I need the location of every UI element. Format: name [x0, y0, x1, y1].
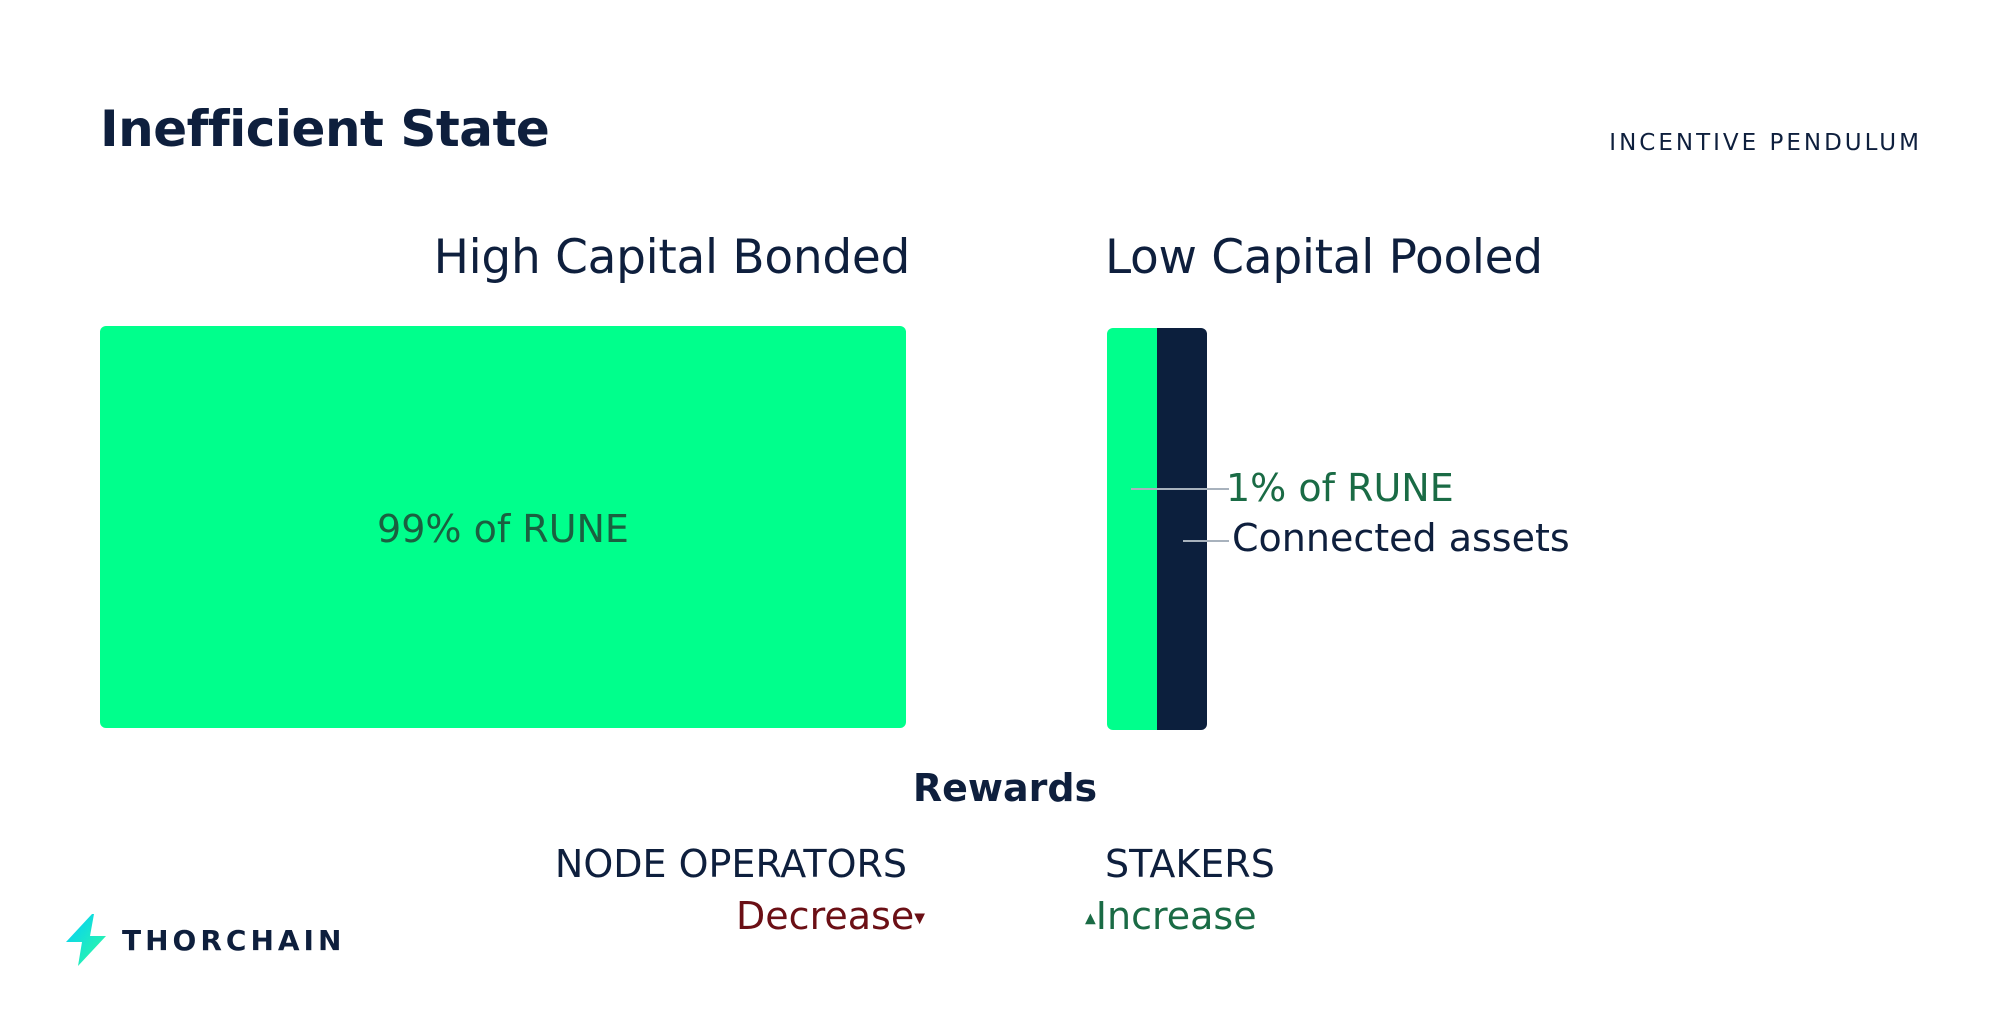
pooled-rune-segment [1107, 328, 1157, 730]
assets-leader-line [1183, 540, 1229, 542]
pooled-heading: Low Capital Pooled [1105, 230, 1543, 285]
section-kicker: INCENTIVE PENDULUM [1609, 130, 1922, 156]
stakers-trend-text: Increase [1095, 894, 1257, 938]
page-title: Inefficient State [100, 100, 550, 158]
pooled-capital-bar [1107, 328, 1207, 730]
bonded-capital-block: 99% of RUNE [100, 326, 906, 728]
pooled-rune-label: 1% of RUNE [1226, 466, 1454, 510]
thorchain-wordmark: THORCHAIN [122, 924, 346, 957]
node-operators-trend: Decrease▼ [620, 894, 925, 938]
stakers-label: STAKERS [1105, 842, 1275, 886]
caret-down-icon: ▼ [914, 910, 925, 927]
rewards-title: Rewards [912, 766, 1098, 810]
bonded-capital-label: 99% of RUNE [377, 507, 629, 551]
pooled-assets-segment [1157, 328, 1207, 730]
caret-up-icon: ▲ [1085, 910, 1096, 927]
node-operators-trend-text: Decrease [736, 894, 915, 938]
stakers-trend: ▲Increase [1085, 894, 1257, 938]
node-operators-label: NODE OPERATORS [554, 842, 907, 886]
pooled-assets-label: Connected assets [1232, 516, 1570, 560]
bonded-heading: High Capital Bonded [433, 230, 911, 285]
rune-leader-line [1131, 488, 1229, 490]
thorchain-bolt-icon [66, 914, 106, 966]
